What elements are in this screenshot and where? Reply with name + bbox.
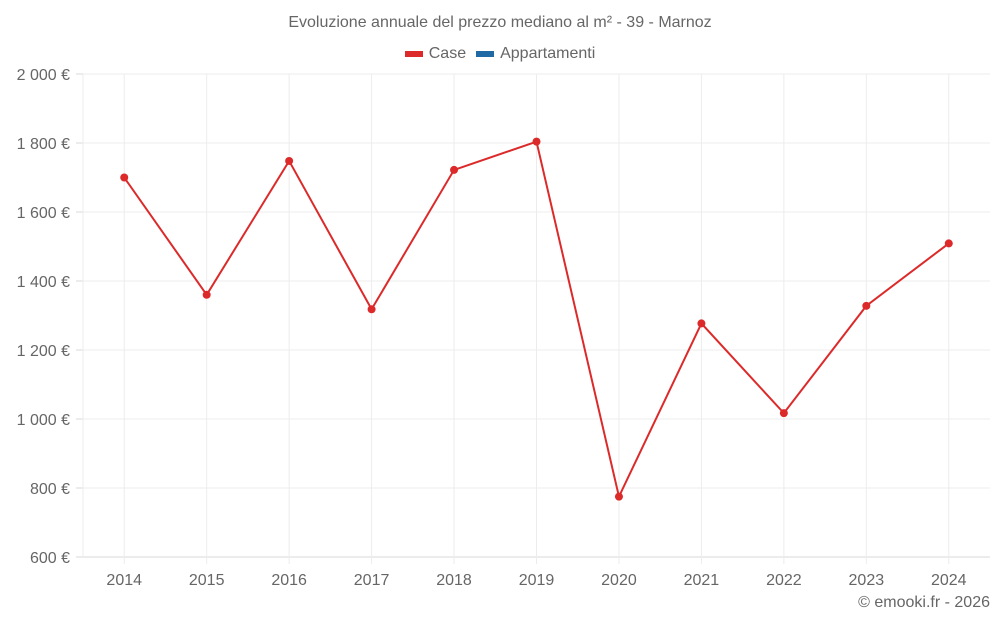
x-tick-label: 2014 [106, 572, 142, 589]
x-tick-label: 2017 [354, 572, 390, 589]
data-point[interactable] [450, 165, 459, 174]
legend-swatch-appartamenti [476, 51, 495, 57]
data-point[interactable] [367, 305, 376, 314]
data-point[interactable] [779, 409, 788, 418]
series-case [120, 137, 953, 501]
chart-legend: Case Appartamenti [0, 45, 1000, 63]
y-tick-label: 1 000 € [17, 412, 70, 429]
y-tick-label: 800 € [30, 481, 70, 498]
y-tick-label: 1 600 € [17, 205, 70, 222]
data-point[interactable] [614, 492, 623, 501]
x-tick-label: 2015 [189, 572, 225, 589]
legend-label-appartamenti: Appartamenti [500, 45, 596, 62]
legend-item-case[interactable]: Case [404, 45, 467, 63]
x-axis: 2014 2015 2016 2017 2018 2019 2020 2021 2022 2023… [106, 572, 966, 589]
legend-item-appartamenti[interactable]: Appartamenti [476, 45, 595, 63]
x-tick-label: 2024 [931, 572, 967, 589]
y-tick-label: 1 200 € [17, 343, 70, 360]
copyright-credit: © emooki.fr - 2026 [858, 594, 990, 611]
y-tick-label: 1 400 € [17, 274, 70, 291]
data-point[interactable] [944, 239, 953, 248]
data-point[interactable] [202, 290, 211, 299]
x-tick-label: 2020 [601, 572, 637, 589]
y-axis: 600 € 800 € 1 000 € 1 200 € 1 400 € 1 600 € 1 … [17, 67, 70, 567]
chart-title: Evoluzione annuale del prezzo mediano al… [288, 14, 712, 31]
data-point[interactable] [532, 137, 541, 146]
legend-label-case: Case [428, 45, 467, 62]
y-tick-label: 600 € [30, 550, 70, 567]
x-tick-label: 2016 [271, 572, 307, 589]
data-point[interactable] [120, 173, 129, 182]
x-tick-label: 2023 [849, 572, 885, 589]
y-tick-label: 2 000 € [17, 67, 70, 84]
data-point[interactable] [697, 319, 706, 328]
legend-swatch-case [404, 51, 423, 57]
x-tick-label: 2018 [436, 572, 472, 589]
data-point[interactable] [285, 156, 294, 165]
data-point[interactable] [862, 301, 871, 310]
y-tick-label: 1 800 € [17, 136, 70, 153]
x-tick-label: 2021 [684, 572, 720, 589]
grid-lines [76, 73, 990, 564]
x-tick-label: 2022 [766, 572, 802, 589]
x-tick-label: 2019 [519, 572, 555, 589]
